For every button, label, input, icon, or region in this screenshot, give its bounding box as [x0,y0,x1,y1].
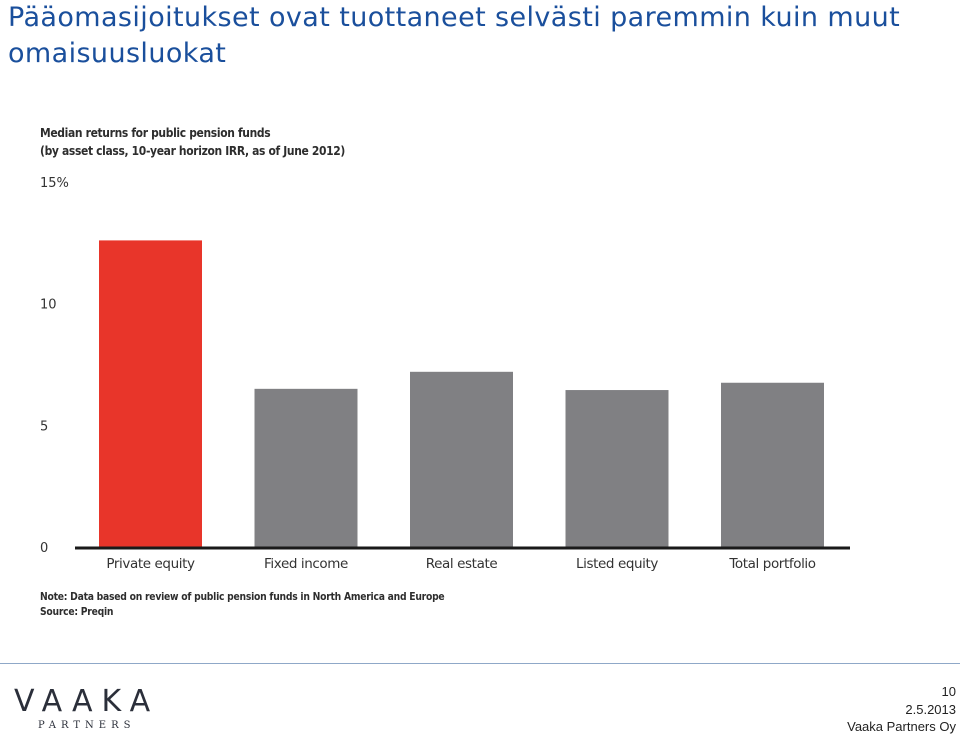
x-tick-label: Real estate [426,556,498,572]
chart-title: Median returns for public pension funds [40,125,271,140]
bar [721,382,824,547]
bar [254,388,358,547]
y-tick-label: 10 [40,298,57,313]
x-tick-label: Listed equity [576,556,658,572]
x-tick-label: Private equity [106,556,195,572]
x-tick-label: Total portfolio [728,556,815,572]
logo-wordmark: VAAKA [14,684,160,719]
chart-note: Note: Data based on review of public pen… [40,590,445,603]
footer-company: Vaaka Partners Oy [847,719,956,734]
y-tick-label: 5 [40,419,48,434]
logo-subtitle: PARTNERS [38,720,136,731]
bar-chart: 0 5 10 15% Private equity Fixed income Real es… [40,176,850,572]
footer-info: 10 2.5.2013 Vaaka Partners Oy [847,683,956,736]
chart-notes: Note: Data based on review of public pen… [40,589,445,619]
chart-subtitle: (by asset class, 10-year horizon IRR, as… [40,143,345,158]
footer-divider [0,663,960,664]
footer-date: 2.5.2013 [905,701,956,717]
bar [565,390,669,547]
y-tick-label: 15% [40,176,69,191]
x-tick-label: Fixed income [264,556,348,572]
y-tick-label: 0 [40,541,48,556]
chart-caption: Median returns for public pension funds … [40,124,345,160]
bar [410,371,513,547]
vaaka-partners-logo: VAAKA PARTNERS [14,686,174,734]
slide-title: Pääomasijoitukset ovat tuottaneet selväs… [8,2,901,69]
chart-source: Source: Preqin [40,605,114,618]
bar [99,240,202,547]
page-number: 10 [941,684,956,699]
